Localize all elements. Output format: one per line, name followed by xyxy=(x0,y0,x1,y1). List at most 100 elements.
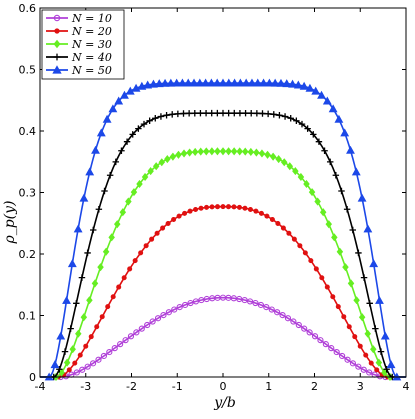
series-point-2 xyxy=(165,220,171,226)
series-point-4 xyxy=(377,348,385,355)
series-point-1 xyxy=(246,298,254,305)
series-point-5 xyxy=(270,78,280,87)
series-point-2 xyxy=(204,204,210,210)
series-point-5 xyxy=(178,78,187,87)
series-point-2 xyxy=(220,204,226,210)
x-tick-label: 2 xyxy=(311,380,318,393)
series-point-3 xyxy=(353,296,360,305)
series-point-2 xyxy=(127,266,133,272)
legend-label: N = 50 xyxy=(71,64,112,77)
series-point-3 xyxy=(191,147,199,156)
series-point-4 xyxy=(163,111,170,119)
series-point-4 xyxy=(73,300,80,307)
series-point-3 xyxy=(342,263,349,272)
series-point-4 xyxy=(106,172,114,179)
series-point-1 xyxy=(268,306,275,313)
series-point-5 xyxy=(363,224,373,233)
series-point-5 xyxy=(114,96,124,105)
series-point-4 xyxy=(338,187,345,195)
series-point-1 xyxy=(79,366,86,373)
series-point-1 xyxy=(290,318,297,325)
series-point-3 xyxy=(269,152,277,161)
series-point-3 xyxy=(336,247,344,256)
series-point-4 xyxy=(343,206,351,213)
series-point-5 xyxy=(201,78,211,87)
series-point-2 xyxy=(121,275,127,281)
series-point-5 xyxy=(172,78,182,87)
series-point-1 xyxy=(333,348,340,356)
series-point-4 xyxy=(304,125,311,132)
series-point-1 xyxy=(89,360,97,367)
series-point-3 xyxy=(297,172,305,182)
series-point-4 xyxy=(135,125,142,132)
y-tick-label: 0.3 xyxy=(19,187,37,200)
series-point-4 xyxy=(101,187,108,195)
series-point-4 xyxy=(355,249,362,257)
legend-entry-3: N = 30 xyxy=(46,38,112,51)
series-point-3 xyxy=(214,147,221,156)
series-point-5 xyxy=(206,78,216,87)
legend-marker xyxy=(52,65,62,74)
series-point-1 xyxy=(100,352,107,360)
series-point-2 xyxy=(363,352,369,358)
series-point-4 xyxy=(326,158,334,166)
series-point-5 xyxy=(351,167,361,176)
series-point-2 xyxy=(236,204,242,210)
series-point-4 xyxy=(61,348,69,355)
series-point-4 xyxy=(146,117,153,125)
series-point-1 xyxy=(160,312,167,319)
series-point-2 xyxy=(302,250,308,256)
series-point-3 xyxy=(180,149,188,158)
series-point-3 xyxy=(147,167,154,176)
series-point-4 xyxy=(349,226,357,234)
series-point-2 xyxy=(66,367,72,373)
series-point-3 xyxy=(152,162,160,171)
series-point-1 xyxy=(84,363,91,370)
series-point-1 xyxy=(117,341,124,348)
series-point-4 xyxy=(287,115,294,122)
series-point-3 xyxy=(119,208,127,217)
series-point-4 xyxy=(276,111,283,119)
series-point-3 xyxy=(125,197,132,206)
series-point-4 xyxy=(56,366,63,373)
series-point-2 xyxy=(83,343,89,349)
series-point-2 xyxy=(231,204,237,210)
series-point-1 xyxy=(274,309,281,316)
series-point-3 xyxy=(308,188,316,197)
series-point-5 xyxy=(264,78,274,87)
series-point-5 xyxy=(120,90,129,99)
series-point-2 xyxy=(253,208,259,214)
x-axis-label: y/b xyxy=(213,395,236,411)
series-point-2 xyxy=(225,204,231,210)
series-point-3 xyxy=(108,233,115,242)
series-point-4 xyxy=(310,131,317,138)
series-point-1 xyxy=(138,325,145,332)
series-point-2 xyxy=(269,216,275,223)
y-tick-label: 0.1 xyxy=(19,310,37,323)
series-point-4 xyxy=(264,110,272,118)
series-point-4 xyxy=(281,113,289,120)
series-point-4 xyxy=(95,206,103,213)
x-tick-label: -1 xyxy=(172,380,183,393)
series-point-4 xyxy=(219,109,227,117)
series-point-5 xyxy=(154,79,164,88)
series-point-1 xyxy=(360,366,367,373)
series-point-3 xyxy=(275,155,282,164)
series-point-2 xyxy=(341,314,347,320)
series-point-2 xyxy=(154,230,160,236)
series-point-5 xyxy=(183,78,193,87)
series-point-3 xyxy=(136,179,143,189)
legend-entry-5: N = 50 xyxy=(46,64,112,77)
series-point-2 xyxy=(286,230,292,236)
series-point-2 xyxy=(187,208,193,214)
series-point-3 xyxy=(358,313,366,322)
series-point-5 xyxy=(56,331,66,340)
legend-marker xyxy=(54,28,60,34)
series-point-2 xyxy=(352,334,358,340)
series-point-5 xyxy=(375,295,384,304)
series-point-5 xyxy=(67,259,77,268)
series-point-2 xyxy=(275,220,281,226)
series-point-5 xyxy=(108,104,118,113)
series-point-1 xyxy=(306,329,313,336)
